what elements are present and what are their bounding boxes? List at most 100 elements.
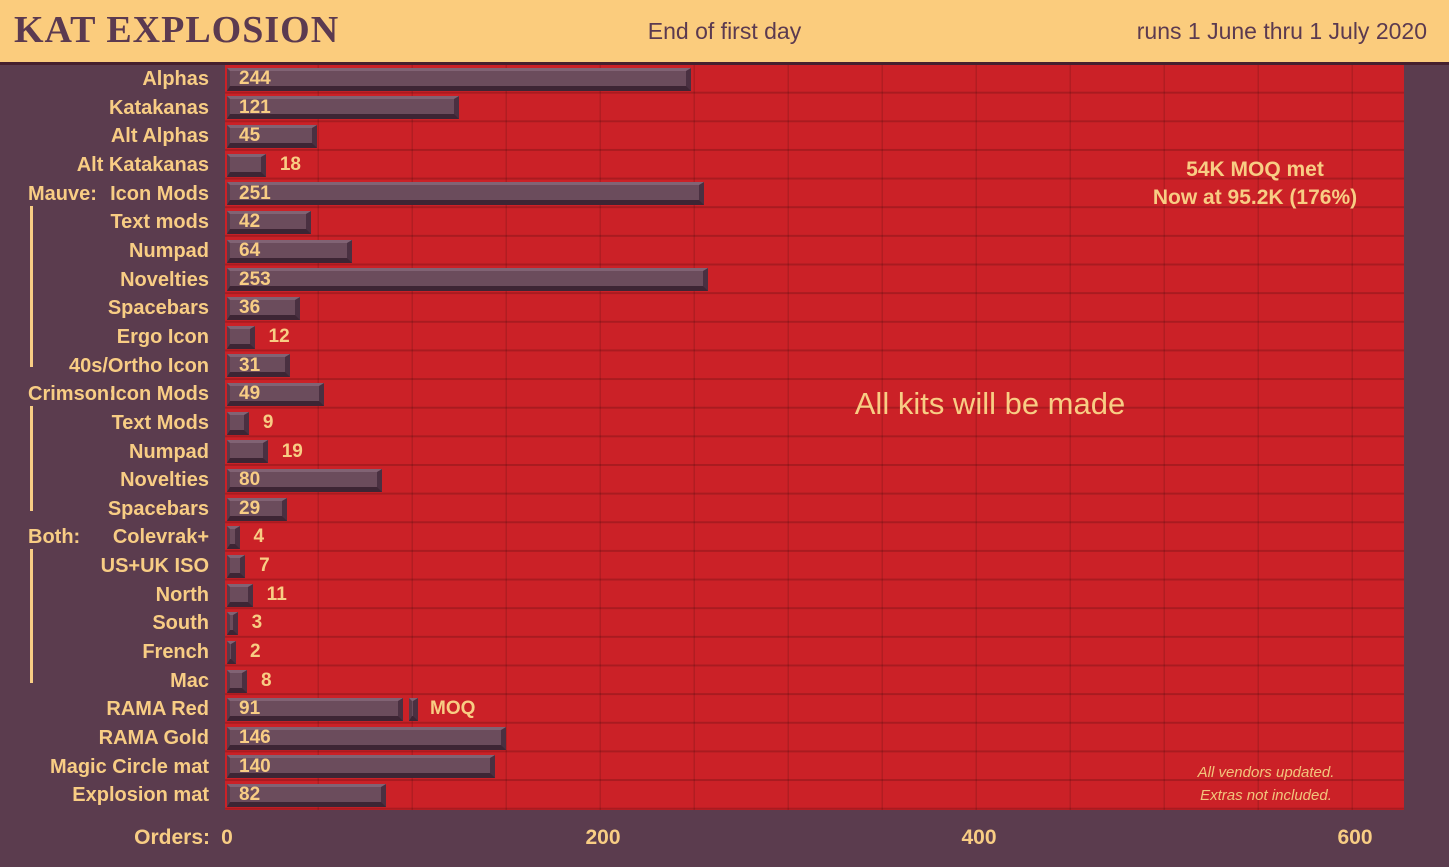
bar — [227, 726, 507, 750]
bar-value-label: 146 — [239, 727, 271, 749]
bar — [227, 784, 387, 808]
category-label: 40s/Ortho Icon — [68, 354, 209, 377]
bar — [227, 554, 246, 578]
bar-value-label: 45 — [239, 125, 261, 147]
bar-value-label: 36 — [239, 297, 261, 319]
category-label: Icon Mods — [110, 383, 209, 406]
footnote-line2: Extras not included. — [1200, 787, 1332, 804]
bar-value-label: 121 — [239, 96, 271, 118]
bar — [227, 239, 353, 263]
bar-value-label: 244 — [239, 68, 271, 89]
bar-value-label: 80 — [239, 469, 261, 491]
bar — [227, 497, 287, 521]
category-label: Icon Mods — [110, 182, 209, 205]
category-label: US+UK ISO — [100, 555, 209, 578]
bar — [227, 297, 300, 321]
moq-marker — [409, 698, 418, 722]
bar-value-label: 29 — [239, 497, 261, 519]
x-axis-tick: 400 — [961, 826, 997, 849]
bar — [227, 211, 311, 235]
bar — [227, 325, 255, 349]
x-axis-tick: 0 — [221, 826, 233, 849]
x-axis-tick: 200 — [585, 826, 621, 849]
bar — [227, 67, 691, 91]
bar-value-label: 7 — [259, 555, 270, 577]
category-label: Ergo Icon — [116, 325, 209, 348]
bar-value-label: 8 — [261, 669, 272, 691]
header: KAT EXPLOSION End of first day runs 1 Ju… — [0, 0, 1449, 62]
bar — [227, 583, 253, 607]
bar-value-label: 49 — [239, 383, 261, 405]
center-annotation: All kits will be made — [854, 386, 1126, 421]
bar — [227, 153, 266, 177]
bar — [227, 669, 248, 693]
bar — [227, 440, 268, 464]
bar — [227, 354, 291, 378]
category-label: Colevrak+ — [112, 526, 209, 549]
bar-value-label: 4 — [253, 526, 265, 548]
bar — [227, 96, 460, 120]
bar-value-label: 12 — [268, 325, 290, 347]
bar — [227, 268, 708, 292]
x-axis-label: Orders: — [134, 826, 210, 849]
category-label: Alphas — [142, 68, 209, 90]
bar-value-label: 253 — [239, 268, 271, 290]
category-label: Mac — [170, 669, 209, 692]
group-bracket-vertical — [30, 549, 33, 683]
footnote-annotation: All vendors updated. Extras not included… — [1110, 761, 1422, 807]
category-label: Alt Alphas — [110, 125, 209, 148]
category-label: Text Mods — [111, 411, 209, 434]
category-label: French — [142, 641, 209, 664]
bar-value-label: 18 — [279, 153, 301, 175]
bar — [227, 125, 317, 149]
bar — [227, 755, 496, 779]
bar-value-label: 2 — [250, 641, 261, 663]
bar — [227, 182, 704, 206]
category-label: Novelties — [120, 268, 209, 291]
category-label: Numpad — [129, 440, 209, 463]
chart-title: KAT EXPLOSION — [14, 9, 340, 51]
group-bracket-vertical — [30, 406, 33, 511]
chart-subtitle: End of first day — [647, 18, 802, 44]
plot-area: 244 121 45 18 251 42 64 253 36 12 31 49 9 19 80 29 4 7 11 3… — [225, 65, 1404, 810]
bar-value-label: 64 — [239, 239, 261, 261]
category-label: RAMA Red — [106, 698, 209, 721]
category-label: North — [155, 583, 209, 606]
bar — [227, 526, 240, 550]
bar-value-label: 9 — [262, 411, 274, 433]
group-label: Mauve: — [28, 182, 97, 205]
bar-value-label: 140 — [239, 755, 271, 777]
category-label: Numpad — [129, 239, 209, 262]
x-axis-tick: 600 — [1337, 826, 1373, 849]
moq-met-annotation: 54K MOQ met Now at 95.2K (176%) — [1095, 156, 1415, 212]
bar-value-label: 31 — [239, 354, 261, 376]
bar-value-label: 19 — [281, 440, 303, 462]
footnote-line1: All vendors updated. — [1197, 764, 1335, 781]
category-label: South — [152, 612, 209, 635]
category-label: Magic Circle mat — [50, 755, 209, 778]
category-label: Katakanas — [108, 96, 209, 119]
moq-marker-label: MOQ — [430, 698, 476, 720]
group-bracket-vertical — [30, 205, 33, 368]
category-label: Explosion mat — [72, 784, 209, 807]
bar-value-label: 82 — [239, 784, 261, 806]
bar — [227, 411, 249, 435]
bar — [227, 640, 236, 664]
bar — [227, 612, 238, 636]
bar-value-label: 251 — [239, 182, 271, 204]
moq-met-line1: 54K MOQ met — [1186, 158, 1324, 181]
bar — [227, 382, 325, 406]
bar-value-label: 3 — [251, 612, 263, 634]
category-label: Spacebars — [107, 297, 209, 320]
category-label: RAMA Gold — [98, 727, 209, 750]
category-label: Alt Katakanas — [76, 153, 209, 176]
category-label: Text mods — [110, 211, 209, 234]
group-label: Crimson: — [28, 383, 116, 406]
moq-met-line2: Now at 95.2K (176%) — [1152, 186, 1358, 209]
bar — [227, 468, 383, 492]
category-label: Spacebars — [107, 497, 209, 520]
group-label: Both: — [28, 526, 81, 549]
bar-value-label: 91 — [239, 698, 261, 720]
date-range: runs 1 June thru 1 July 2020 — [1136, 18, 1427, 44]
bar — [227, 698, 404, 722]
